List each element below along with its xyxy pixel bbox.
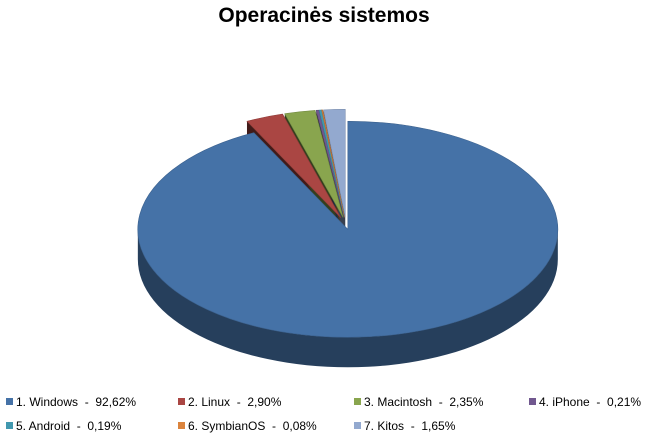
pie-tops: [137, 109, 559, 338]
legend-swatch: [6, 398, 13, 405]
legend-item-5: 5. Android - 0,19%: [6, 419, 121, 433]
legend-swatch: [529, 398, 536, 405]
legend-item-6: 6. SymbianOS - 0,08%: [178, 419, 317, 433]
pie-chart: [137, 109, 559, 368]
legend-swatch: [178, 422, 185, 429]
legend-swatch: [178, 398, 185, 405]
legend-swatch: [354, 398, 361, 405]
pie-slice-1: [137, 120, 559, 338]
legend-item-4: 4. iPhone - 0,21%: [529, 395, 641, 409]
legend-label: 2. Linux - 2,90%: [188, 395, 282, 409]
legend-item-1: 1. Windows - 92,62%: [6, 395, 136, 409]
legend-label: 6. SymbianOS - 0,08%: [188, 419, 317, 433]
legend-item-3: 3. Macintosh - 2,35%: [354, 395, 483, 409]
legend-label: 7. Kitos - 1,65%: [364, 419, 456, 433]
pie-slice-7: [323, 109, 346, 218]
pie-slice-3: [284, 110, 344, 218]
pie-slice-2: [246, 113, 342, 219]
pie-slice-side-1: [137, 229, 558, 368]
pie-slice-6: [321, 109, 345, 218]
legend-label: 4. iPhone - 0,21%: [539, 395, 642, 409]
chart-title: Operacinės sistemos: [218, 4, 430, 27]
legend-swatch: [6, 422, 13, 429]
legend-label: 1. Windows - 92,62%: [16, 395, 137, 409]
legend-label: 3. Macintosh - 2,35%: [364, 395, 484, 409]
legend-item-2: 2. Linux - 2,90%: [178, 395, 281, 409]
legend-swatch: [354, 422, 361, 429]
legend-item-7: 7. Kitos - 1,65%: [354, 419, 455, 433]
legend-label: 5. Android - 0,19%: [16, 419, 122, 433]
